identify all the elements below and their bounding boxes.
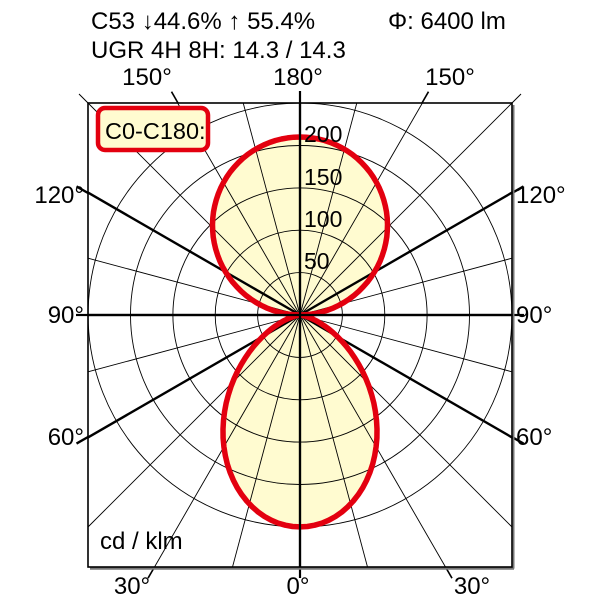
unit-label: cd / klm <box>100 528 183 555</box>
legend-label: C0-C180: <box>105 118 206 144</box>
angle-label-bottom-left: 30° <box>114 573 150 600</box>
angle-label-top-right: 150° <box>425 64 475 91</box>
angle-label-top-center: 180° <box>273 64 323 91</box>
luminous-flux-text: Φ: 6400 lm <box>388 8 506 35</box>
angle-label-left-middle: 90° <box>48 302 84 329</box>
angle-label-top-left: 150° <box>122 64 172 91</box>
angle-label-bottom-center: 0° <box>287 573 310 600</box>
ring-label-100: 100 <box>304 206 342 232</box>
legend-box <box>95 105 211 153</box>
distribution-summary-text: C53 ↓44.6% ↑ 55.4% <box>91 8 316 35</box>
angle-label-left-lower: 60° <box>48 424 84 451</box>
angle-label-right-middle: 90° <box>516 302 552 329</box>
angle-label-right-lower: 60° <box>516 424 552 451</box>
angle-label-right-upper: 120° <box>516 182 566 209</box>
ring-label-200: 200 <box>304 121 342 147</box>
ugr-rating-text: UGR 4H 8H: 14.3 / 14.3 <box>91 37 346 64</box>
angle-label-bottom-right: 30° <box>454 573 490 600</box>
polar-grid-and-curve <box>75 91 525 579</box>
ring-label-150: 150 <box>304 164 342 190</box>
ring-label-50: 50 <box>304 248 330 274</box>
angle-label-left-upper: 120° <box>34 182 84 209</box>
